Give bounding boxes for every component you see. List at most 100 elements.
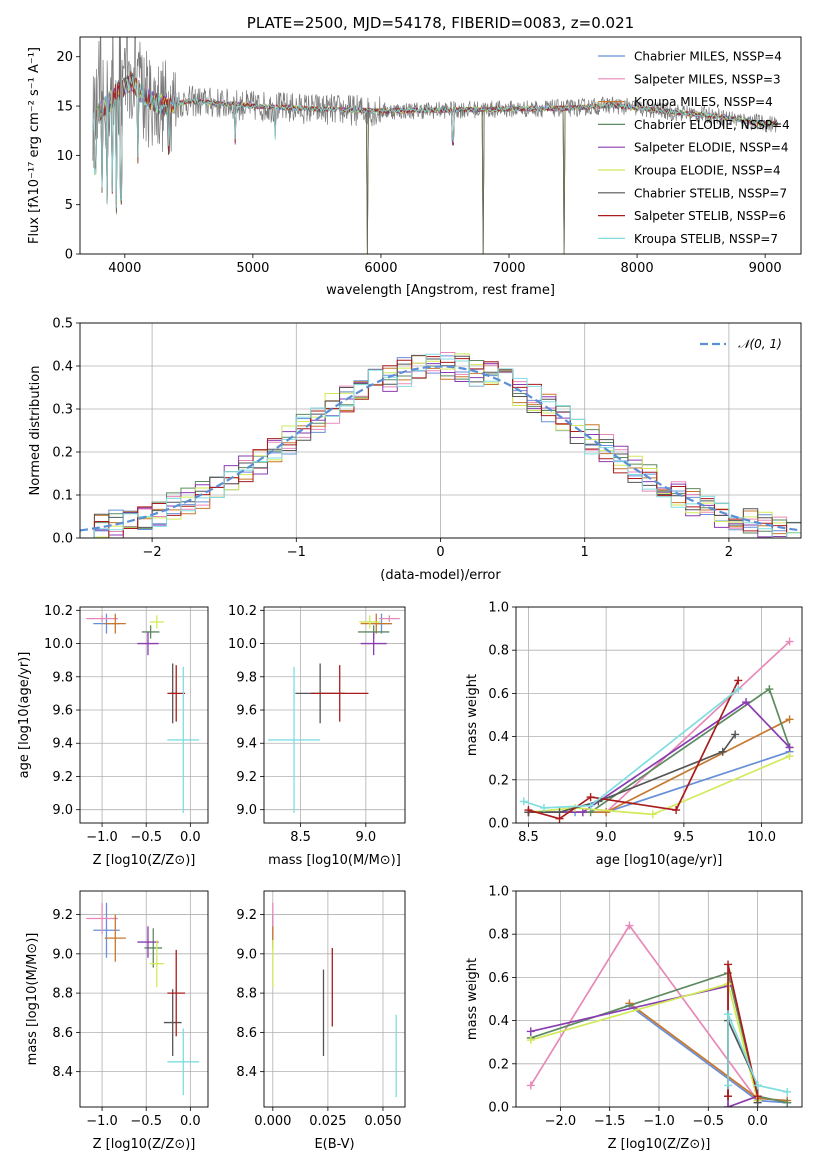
- weight-marker-salpeter-stelib: [524, 806, 533, 815]
- mass_weight_vs_Z-xtick-label: −1.5: [594, 1114, 626, 1129]
- age_vs_mass-ytick-label: 10.2: [228, 604, 257, 619]
- mass_weight_vs_Z-xtick-label: 0.0: [747, 1114, 768, 1129]
- age_vs_mass-axes: 8.5 9.0 9.0 9.2 9.4 9.6 9.8 10.0 10.2 mass [log10…: [228, 604, 406, 868]
- weight-marker-kroupa-miles: [602, 808, 611, 817]
- age_vs_Z-xtick-label: 0.0: [180, 830, 201, 845]
- mass_weight_vs_Z-ytick-label: 0.2: [488, 1057, 509, 1072]
- weight-line-salpeter-miles: [528, 640, 791, 814]
- mass_vs_Z-data: [86, 902, 200, 1096]
- legend-label-8: Kroupa STELIB, NSSP=7: [634, 232, 778, 246]
- residuals-ytick-label: 0.4: [52, 360, 73, 375]
- weight-marker-kroupa-elodie: [648, 810, 657, 819]
- mass_weight_vs_age-xtick-label: 8.5: [518, 830, 539, 845]
- weight-marker-chabrier-stelib: [731, 730, 740, 739]
- weight-marker-chabrier-stelib: [718, 747, 727, 756]
- weight-marker-salpeter-elodie: [526, 1027, 535, 1036]
- spectrum-data: [92, 37, 779, 254]
- mass_weight_vs_age-ytick-label: 0.6: [488, 687, 509, 702]
- mass_vs_ebv-xtick-label: 0.050: [364, 1114, 401, 1129]
- spectrum-ytick-label: 5: [65, 198, 73, 213]
- age_vs_Z-ylabel: age [log10(age/yr)]: [17, 652, 32, 779]
- residuals-ytick-label: 0.1: [52, 489, 73, 504]
- age_vs_Z-xtick-label: −1.0: [86, 830, 118, 845]
- age_vs_Z-frame: [79, 606, 209, 824]
- mass_weight_vs_age-xtick-label: 10.0: [747, 830, 776, 845]
- age_vs_Z-ytick-label: 10.2: [44, 604, 73, 619]
- mass_vs_Z-ytick-label: 8.8: [52, 987, 73, 1002]
- mass_weight_vs_age-ytick-label: 1.0: [488, 601, 509, 616]
- mass_weight_vs_Z-ytick-label: 1.0: [488, 885, 509, 900]
- mass_weight_vs_Z-frame: [515, 890, 803, 1108]
- mass_vs_ebv-data: [272, 902, 397, 1098]
- residuals-xtick-label: 2: [725, 545, 733, 560]
- mass_vs_Z-ytick-label: 9.2: [52, 908, 73, 923]
- residuals-data: [80, 351, 801, 538]
- mass_vs_ebv-xtick-label: 0.000: [254, 1114, 291, 1129]
- age_vs_mass-ytick-label: 9.2: [236, 770, 257, 785]
- weight-marker-salpeter-miles: [526, 1081, 535, 1090]
- spectrum-xtick-label: 9000: [749, 261, 782, 276]
- weight-marker-kroupa-stelib: [753, 1081, 762, 1090]
- residuals-xtick-label: 1: [581, 545, 589, 560]
- mass_vs_ebv-ytick-label: 8.4: [236, 1065, 257, 1080]
- age_vs_Z-ytick-label: 9.8: [52, 670, 73, 685]
- mass_vs_Z-frame: [79, 890, 209, 1108]
- age_vs_mass-data: [267, 613, 400, 814]
- spectrum-title: PLATE=2500, MJD=54178, FIBERID=0083, z=0…: [247, 14, 634, 32]
- residuals-ytick-label: 0.2: [52, 446, 73, 461]
- mass_vs_ebv-ytick-label: 9.0: [236, 947, 257, 962]
- mass_weight_vs_Z-xtick-label: −1.0: [643, 1114, 675, 1129]
- spectrum-xlabel: wavelength [Angstrom, rest frame]: [326, 283, 555, 298]
- spectrum-ytick-label: 10: [56, 149, 73, 164]
- age_vs_mass-xtick-label: 8.5: [290, 830, 311, 845]
- weight-marker-salpeter-miles: [785, 637, 794, 646]
- mass_vs_Z-axes: −1.0 −0.5 0.0 8.4 8.6 8.8 9.0 9.2 Z [log10(Z/Z⊙)…: [25, 890, 209, 1152]
- residuals-xlabel: (data-model)/error: [380, 568, 501, 583]
- age_vs_mass-ytick-label: 9.8: [236, 670, 257, 685]
- model-spectrum-salpeter-stelib: [92, 74, 778, 205]
- weight-line-salpeter-elodie: [530, 984, 758, 1107]
- weight-line-kroupa-stelib: [727, 1013, 788, 1093]
- mass_weight_vs_Z-xlabel: Z [log10(Z/Z⊙)]: [608, 1137, 711, 1152]
- mass_vs_Z-xtick-label: −0.5: [130, 1114, 162, 1129]
- weight-marker-kroupa-stelib: [519, 797, 528, 806]
- age_vs_Z-ytick-label: 9.6: [52, 704, 73, 719]
- histogram-kroupa-stelib: [93, 353, 801, 538]
- weight-marker-salpeter-stelib: [734, 676, 743, 685]
- weight-marker-kroupa-elodie: [526, 1036, 535, 1045]
- spectrum-ytick-label: 15: [56, 100, 73, 115]
- model-spectrum-kroupa-stelib: [92, 75, 778, 208]
- weight-marker-salpeter-stelib: [724, 960, 733, 969]
- mass_weight_vs_Z-ytick-label: 0.4: [488, 1014, 509, 1029]
- spectrum-xtick-label: 6000: [364, 261, 397, 276]
- residuals-xtick-label: −1: [287, 545, 306, 560]
- histogram-salpeter-stelib: [93, 356, 788, 538]
- weight-marker-kroupa-stelib: [783, 1087, 792, 1096]
- mass_weight_vs_age-ylabel: mass weight: [465, 674, 480, 756]
- weight-marker-salpeter-stelib: [724, 1092, 733, 1101]
- age_vs_Z-ytick-label: 9.4: [52, 737, 73, 752]
- residuals-ytick-label: 0.5: [52, 317, 73, 332]
- legend-label-5: Kroupa ELODIE, NSSP=4: [634, 164, 781, 178]
- weight-marker-salpeter-elodie: [742, 698, 751, 707]
- weight-line-kroupa-stelib: [523, 688, 739, 809]
- residuals-xtick-label: 0: [436, 545, 444, 560]
- weight-marker-kroupa-stelib: [724, 1081, 733, 1090]
- mass_vs_ebv-ytick-label: 8.8: [236, 987, 257, 1002]
- legend-label-7: Salpeter STELIB, NSSP=6: [634, 209, 786, 223]
- spectrum-ytick-label: 20: [56, 50, 73, 65]
- mass_vs_Z-xlabel: Z [log10(Z/Z⊙)]: [93, 1137, 196, 1152]
- residuals-xtick-label: −2: [143, 545, 162, 560]
- mass_vs_Z-xtick-label: −1.0: [86, 1114, 118, 1129]
- mass_weight_vs_Z-ytick-label: 0.0: [488, 1101, 509, 1116]
- legend-label-4: Salpeter ELODIE, NSSP=4: [634, 141, 789, 155]
- age_vs_mass-ytick-label: 9.0: [236, 803, 257, 818]
- age_vs_mass-xtick-label: 9.0: [355, 830, 376, 845]
- age_vs_mass-frame: [263, 606, 406, 824]
- mass_weight_vs_age-ytick-label: 0.4: [488, 730, 509, 745]
- age_vs_mass-ytick-label: 10.0: [228, 637, 257, 652]
- weight-marker-chabrier-elodie: [765, 685, 774, 694]
- weight-line-salpeter-elodie: [528, 700, 791, 814]
- weight-marker-salpeter-stelib: [753, 1092, 762, 1101]
